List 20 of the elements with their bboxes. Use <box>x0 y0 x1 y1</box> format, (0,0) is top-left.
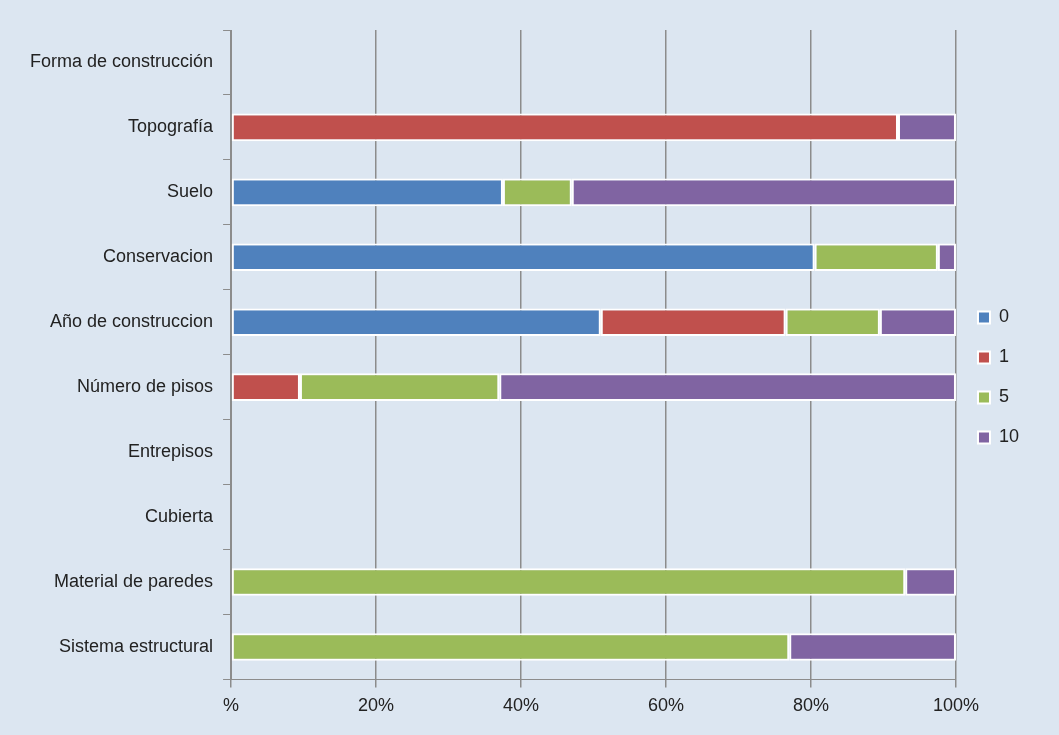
legend-label: 5 <box>998 386 1009 407</box>
legend-label: 10 <box>998 426 1020 447</box>
legend-label: 0 <box>998 306 1009 327</box>
x-tick-label: 80% <box>792 695 830 716</box>
y-tick-label: Sistema estructural <box>59 635 214 656</box>
y-tick-label: Conservacion <box>103 246 214 267</box>
x-tick-label: 60% <box>648 695 685 716</box>
x-tick-label: 40% <box>503 695 540 716</box>
y-tick-label: Topografía <box>128 116 215 137</box>
legend-label: 1 <box>998 346 1009 367</box>
y-tick-label: Cubierta <box>145 506 215 527</box>
y-tick-label: Material de paredes <box>53 570 214 591</box>
x-tick-label: % <box>223 695 240 716</box>
x-tick-label: 100% <box>932 695 979 716</box>
y-tick-label: Suelo <box>167 181 214 202</box>
y-tick-label: Número de pisos <box>77 376 214 397</box>
y-tick-label: Año de construccion <box>49 311 214 332</box>
y-tick-label: Entrepisos <box>128 441 214 462</box>
x-tick-label: 20% <box>358 695 395 716</box>
y-tick-label: Forma de construcción <box>30 51 214 72</box>
